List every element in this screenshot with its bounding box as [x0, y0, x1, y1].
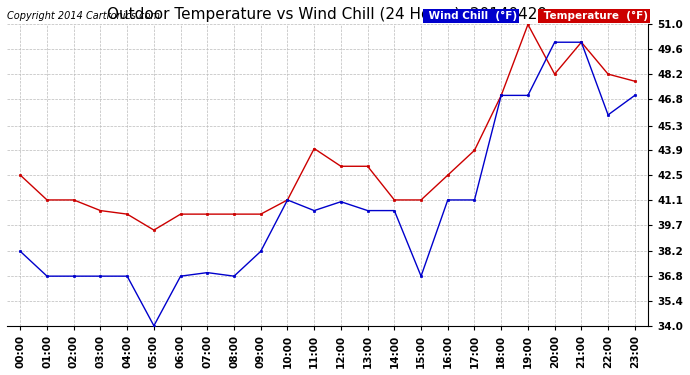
Title: Outdoor Temperature vs Wind Chill (24 Hours)  20140429: Outdoor Temperature vs Wind Chill (24 Ho… [108, 7, 548, 22]
Text: Wind Chill  (°F): Wind Chill (°F) [425, 10, 517, 21]
Text: Temperature  (°F): Temperature (°F) [540, 10, 648, 21]
Text: Copyright 2014 Cartronics.com: Copyright 2014 Cartronics.com [7, 11, 160, 21]
